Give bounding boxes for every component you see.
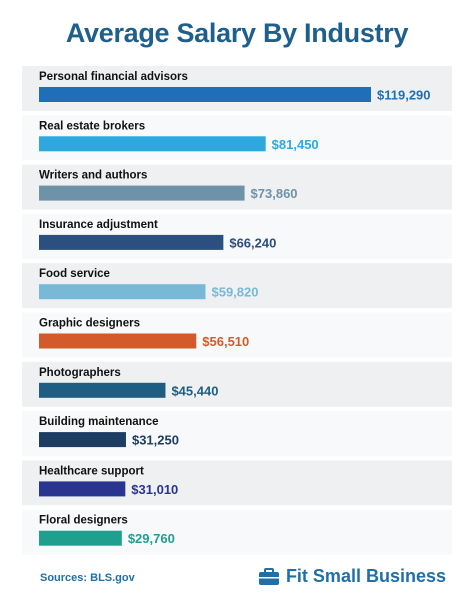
value-label: $66,240 (229, 235, 276, 250)
brand-name: Fit Small Business (285, 566, 446, 586)
bar (39, 382, 166, 398)
source-note: Sources: BLS.gov (40, 572, 135, 584)
category-label: Writers and authors (39, 170, 147, 182)
category-label: Graphic designers (39, 318, 140, 330)
category-label: Building maintenance (39, 416, 159, 428)
value-label: $29,760 (128, 531, 175, 546)
category-label: Floral designers (39, 515, 128, 527)
brand-logo: Fit Small Business (258, 566, 446, 587)
bar (39, 481, 126, 497)
bar (39, 234, 224, 250)
category-label: Photographers (39, 367, 121, 379)
briefcase-icon (258, 567, 279, 585)
bar-chart: Personal financial advisors $119,290 Real … (22, 66, 452, 547)
value-label: $119,290 (377, 88, 431, 103)
value-label: $59,820 (211, 285, 258, 300)
bar (39, 432, 126, 448)
value-label: $81,450 (272, 137, 319, 152)
category-label: Real estate brokers (39, 120, 145, 132)
category-label: Insurance adjustment (39, 219, 158, 231)
value-label: $31,010 (131, 482, 178, 497)
value-label: $56,510 (202, 334, 249, 349)
value-label: $45,440 (171, 383, 218, 398)
bar (39, 284, 206, 300)
value-label: $73,860 (251, 186, 298, 201)
bar (39, 530, 122, 546)
bar (39, 87, 371, 102)
category-label: Personal financial advisors (39, 71, 188, 83)
bar (39, 333, 197, 349)
bar (39, 136, 266, 152)
value-label: $31,250 (132, 433, 179, 448)
category-label: Food service (39, 268, 110, 280)
bar (39, 185, 245, 201)
chart-title: Average Salary By Industry (65, 18, 409, 48)
category-label: Healthcare support (39, 465, 144, 477)
